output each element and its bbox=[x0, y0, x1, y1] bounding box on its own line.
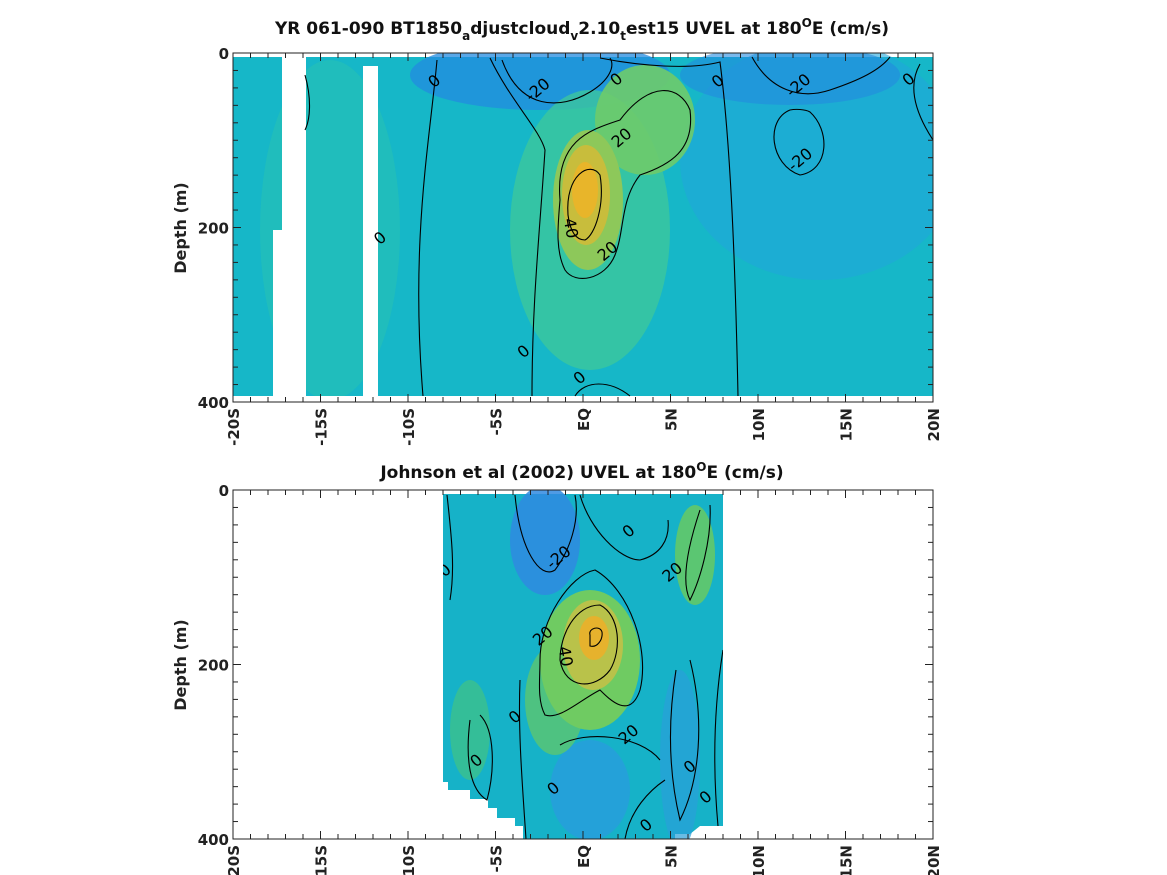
y-tick-label: 400 bbox=[198, 831, 229, 849]
obs-contour-0-east-deep bbox=[714, 649, 723, 827]
x-tick-label: EQ bbox=[575, 845, 593, 868]
obs-contour-40-inner bbox=[589, 627, 603, 647]
panel-observed: Johnson et al (2002) UVEL at 180OE (cm/s… bbox=[171, 460, 943, 875]
y-tick-label: 0 bbox=[219, 482, 229, 500]
contour-0-southern-edge bbox=[304, 74, 311, 131]
x-tick-label: 10N bbox=[750, 408, 768, 441]
obs-contour-40 bbox=[559, 604, 618, 685]
y-tick-label: 200 bbox=[198, 220, 229, 238]
obs-contour-20 bbox=[538, 569, 644, 717]
x-tick-label: 20N bbox=[925, 408, 943, 441]
obs-contour-neg20 bbox=[514, 494, 577, 573]
contour-0-far-east bbox=[913, 63, 933, 141]
x-tick-label: 5N bbox=[663, 408, 681, 431]
field-lobe bbox=[595, 65, 695, 175]
y-tick-label: 400 bbox=[198, 394, 229, 412]
x-tick-label: 15N bbox=[838, 408, 856, 441]
x-tick-label: -15S bbox=[313, 845, 331, 875]
panel-model: YR 061-090 BT1850adjustcloudv2.10test15 … bbox=[171, 16, 943, 446]
field-core-inner bbox=[572, 162, 598, 218]
field-westward-north bbox=[680, 53, 933, 280]
x-tick-label: 20N bbox=[925, 845, 943, 875]
x-tick-label: 5N bbox=[663, 845, 681, 868]
y-tick-label: 0 bbox=[219, 45, 229, 63]
contour-lines bbox=[304, 56, 933, 397]
panel-model-ylabel: Depth (m) bbox=[171, 182, 190, 274]
x-tick-label: -5S bbox=[488, 408, 506, 435]
y-tick-label: 200 bbox=[198, 657, 229, 675]
x-tick-label: -15S bbox=[313, 408, 331, 446]
obs-contour-0-lower bbox=[559, 736, 661, 761]
obs-contour-20-ne bbox=[685, 504, 711, 602]
obs-westward-east bbox=[660, 670, 700, 839]
obs-westward-surface bbox=[510, 490, 580, 595]
missing-band-3 bbox=[363, 66, 378, 402]
x-tick-label: -5S bbox=[488, 845, 506, 872]
missing-band-2 bbox=[282, 57, 306, 402]
contour-label: 40 bbox=[555, 645, 577, 668]
obs-contour-0-east bbox=[669, 659, 700, 822]
panel-model-ticks: -20S -15S -10S -5S EQ 5N 10N 15N 20N 0 200 400 bbox=[198, 45, 943, 446]
contour-0-east bbox=[599, 57, 739, 397]
contour-label: 40 bbox=[560, 217, 582, 240]
contour-0-west-core bbox=[489, 57, 546, 397]
x-tick-label: -20S bbox=[225, 408, 243, 446]
contour-40 bbox=[567, 168, 602, 241]
obs-contour-0-mid bbox=[579, 494, 669, 561]
contour-neg20-surface bbox=[501, 57, 613, 104]
panel-observed-title: Johnson et al (2002) UVEL at 180OE (cm/s… bbox=[379, 460, 783, 483]
contour-0-bottom bbox=[574, 383, 631, 397]
contour-0-south bbox=[418, 59, 438, 397]
contour-20 bbox=[557, 90, 692, 279]
x-tick-label: -10S bbox=[400, 845, 418, 875]
obs-contour-0-core bbox=[518, 679, 527, 839]
obs-contour-0-bottom bbox=[624, 779, 666, 839]
contour-neg20-eddy bbox=[773, 108, 825, 176]
x-tick-label: -10S bbox=[400, 408, 418, 446]
x-tick-label: -20S bbox=[225, 845, 243, 875]
obs-core-inner bbox=[579, 616, 609, 660]
obs-contour-0-west-deep bbox=[467, 714, 493, 801]
x-tick-label: EQ bbox=[575, 408, 593, 431]
x-tick-label: 10N bbox=[750, 845, 768, 875]
missing-band-1 bbox=[273, 230, 282, 402]
contour-label: 0 bbox=[435, 560, 455, 581]
field-westward-surface-n bbox=[680, 53, 900, 105]
obs-contour-lines bbox=[446, 494, 723, 839]
obs-westward-bottom bbox=[550, 740, 630, 839]
obs-contour-0-west bbox=[446, 494, 454, 601]
panel-model-axes: -20S -15S -10S -5S EQ 5N 10N 15N 20N 0 200 400 Dept… bbox=[171, 45, 943, 446]
contour-neg20-north bbox=[751, 56, 891, 95]
panel-observed-ylabel: Depth (m) bbox=[171, 619, 190, 711]
x-tick-label: 15N bbox=[838, 845, 856, 875]
obs-eastward-west bbox=[450, 680, 490, 780]
obs-eastward-neast bbox=[675, 505, 715, 605]
panel-model-title: YR 061-090 BT1850adjustcloudv2.10test15 … bbox=[274, 16, 889, 43]
